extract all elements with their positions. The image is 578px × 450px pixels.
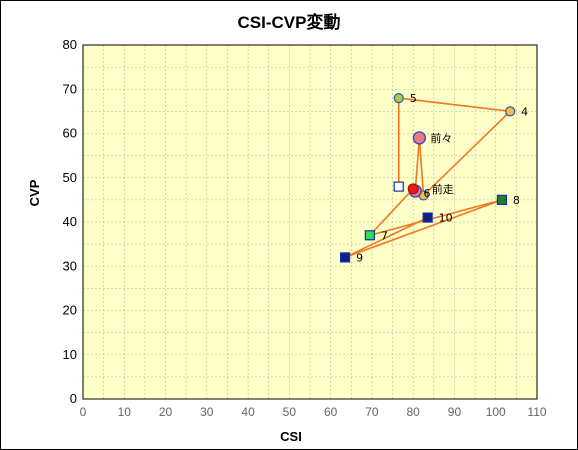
x-tick-label: 20	[159, 405, 173, 419]
square-marker	[364, 230, 375, 241]
circle-marker	[505, 106, 516, 117]
square-marker	[393, 181, 404, 192]
y-axis-label: CVP	[27, 179, 42, 206]
series-segment	[398, 97, 511, 113]
point-label: 10	[439, 212, 453, 225]
series-segment	[344, 216, 428, 259]
y-tick-label: 10	[63, 347, 77, 362]
x-axis-ticks: 0 10 20 30 40 50 60 70 80 90 100 110	[80, 405, 547, 419]
y-tick-label: 80	[63, 37, 77, 52]
series-segment	[422, 110, 511, 197]
annotation-label: 6	[424, 187, 431, 200]
x-tick-label: 80	[407, 405, 421, 419]
x-tick-label: 90	[448, 405, 462, 419]
y-tick-label: 50	[63, 170, 77, 185]
square-marker	[422, 212, 433, 223]
point-label: 7	[381, 229, 388, 242]
series-segment	[369, 188, 414, 236]
y-axis-ticks: 0 10 20 30 40 50 60 70 80	[63, 37, 77, 406]
chart-title: CSI-CVP変動	[238, 12, 341, 32]
point-label: 9	[356, 251, 363, 264]
series-segment	[414, 137, 421, 192]
point-label: 5	[410, 92, 417, 105]
point-labels: 5 4 前々 7 8 9 10 前走6	[356, 92, 528, 264]
y-tick-label: 20	[63, 303, 77, 318]
point-label: 前々	[430, 131, 452, 145]
series-lines	[344, 97, 511, 259]
series-segment	[418, 137, 425, 196]
y-tick-label: 30	[63, 258, 77, 273]
y-tick-label: 40	[63, 214, 77, 229]
series-segment	[344, 199, 503, 259]
x-tick-label: 30	[200, 405, 214, 419]
point-label: 8	[513, 194, 520, 207]
x-tick-label: 0	[80, 405, 87, 419]
large-circle-marker	[412, 131, 427, 145]
x-tick-label: 60	[324, 405, 338, 419]
point-label: 4	[521, 105, 528, 118]
x-tick-label: 70	[365, 405, 379, 419]
series-segment	[369, 199, 503, 237]
x-tick-label: 40	[241, 405, 255, 419]
y-tick-label: 70	[63, 81, 77, 96]
square-marker	[339, 252, 351, 263]
plot-border	[82, 44, 538, 400]
x-axis-label: CSI	[280, 429, 302, 444]
y-tick-label: 60	[63, 126, 77, 141]
red-circle-marker	[407, 183, 419, 195]
series-markers	[339, 92, 516, 263]
x-tick-label: 100	[486, 405, 506, 419]
annotation-label: 前走	[432, 182, 454, 196]
square-marker	[496, 194, 508, 205]
x-tick-label: 10	[118, 405, 132, 419]
y-tick-label: 0	[70, 391, 77, 406]
x-tick-label: 50	[283, 405, 297, 419]
circle-marker	[393, 92, 404, 104]
x-tick-label: 110	[527, 405, 546, 419]
